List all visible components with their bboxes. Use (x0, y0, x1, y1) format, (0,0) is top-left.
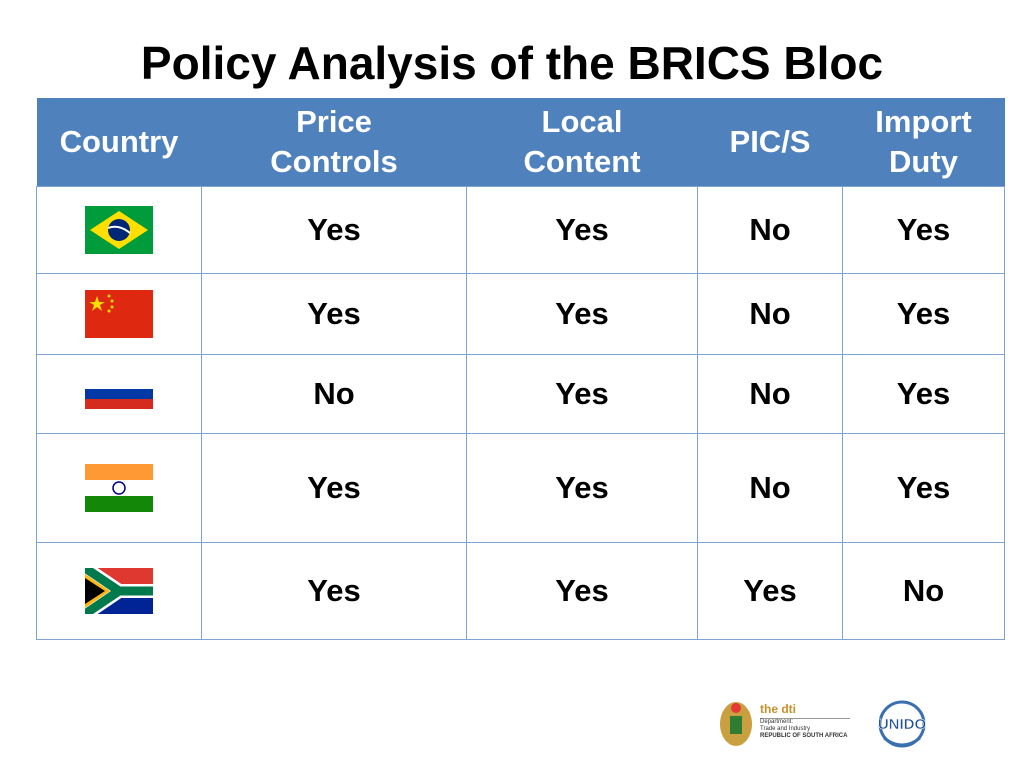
cell: Yes (466, 433, 698, 543)
unido-text: UNIDO (878, 716, 927, 733)
cell: Yes (466, 273, 698, 355)
cell: Yes (842, 354, 1005, 434)
flag-russia (85, 379, 153, 409)
cell: Yes (466, 186, 698, 274)
cell: Yes (201, 542, 467, 640)
flag-india (85, 464, 153, 512)
cell: Yes (201, 433, 467, 543)
cell: No (201, 354, 467, 434)
coat-of-arms (720, 702, 752, 746)
header-text: Price (296, 104, 372, 139)
dti-name: the dti (760, 702, 796, 716)
unido-logo: UNIDO (872, 698, 932, 755)
dti-line: Department: (760, 719, 794, 725)
cell: Yes (201, 273, 467, 355)
header-cell: Price Controls (201, 98, 467, 187)
header-cell: Local Content (466, 98, 698, 187)
cell: No (697, 186, 843, 274)
dti-line: REPUBLIC OF SOUTH AFRICA (760, 733, 848, 739)
header-text: Duty (889, 144, 958, 179)
policy-table: Country Price Controls Local Content PIC/S Imp… (36, 98, 1005, 640)
flag-cell (36, 433, 202, 543)
flag-cell (36, 354, 202, 434)
header-row: Country Price Controls Local Content PIC/S Imp… (36, 98, 1005, 187)
row: No Yes No Yes (36, 354, 1005, 434)
flag-south-africa (85, 568, 153, 614)
cell: Yes (842, 186, 1005, 274)
dti-logo: the dti Department: Trade and Industry R… (716, 698, 856, 748)
header-text: Country (59, 124, 179, 159)
header-text: Content (523, 144, 641, 179)
flag-cell (36, 186, 202, 274)
cell: Yes (466, 354, 698, 434)
cell: Yes (201, 186, 467, 274)
header-text: Controls (270, 144, 398, 179)
row: Yes Yes No Yes (36, 186, 1005, 274)
title: Policy Analysis of the BRICS Bloc (140, 37, 884, 89)
cell: No (842, 542, 1005, 640)
flag-cell (36, 273, 202, 355)
header-cell: Import Duty (842, 98, 1005, 187)
cell: No (697, 354, 843, 434)
header-text: Local (541, 104, 623, 139)
flag-brazil (85, 206, 153, 254)
cell: No (697, 433, 843, 543)
dti-text: Department: Trade and Industry REPUBLIC … (760, 718, 850, 740)
cell: Yes (842, 273, 1005, 355)
cell: Yes (697, 542, 843, 640)
header-cell: PIC/S (697, 98, 843, 187)
header-text: PIC/S (729, 124, 811, 159)
header-text: Import (875, 104, 972, 139)
row: Yes Yes No Yes (36, 273, 1005, 355)
row: Yes Yes No Yes (36, 433, 1005, 543)
header-cell: Country (36, 98, 202, 187)
flag-china (85, 290, 153, 338)
unido-emblem: UNIDO (878, 700, 927, 748)
cell: Yes (466, 542, 698, 640)
cell: No (697, 273, 843, 355)
row: Yes Yes Yes No (36, 542, 1005, 640)
flag-cell (36, 542, 202, 640)
cell: Yes (842, 433, 1005, 543)
dti-line: Trade and Industry (760, 726, 811, 732)
